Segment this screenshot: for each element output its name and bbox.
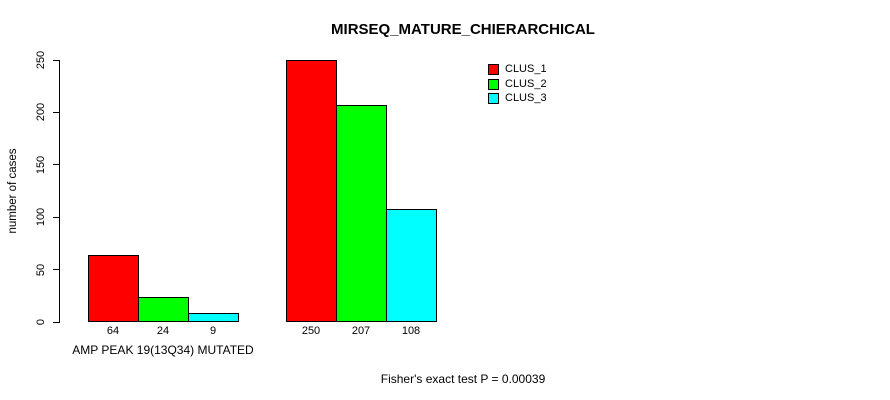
legend-swatch-clus_3 <box>488 93 499 104</box>
legend-swatch-clus_1 <box>488 64 499 75</box>
bar-clus_3-group1 <box>188 313 239 322</box>
y-tick-mark <box>53 321 59 323</box>
bar-clus_1-group1 <box>88 255 139 322</box>
y-tick-mark <box>53 59 59 61</box>
y-axis-line <box>59 60 60 323</box>
bar-value-label: 24 <box>156 325 170 337</box>
legend-label: CLUS_1 <box>505 63 547 75</box>
bar-value-label: 250 <box>301 325 321 337</box>
legend-swatch-clus_2 <box>488 78 499 90</box>
y-tick-mark <box>53 164 59 166</box>
bar-clus_2-group2 <box>336 105 387 322</box>
bar-value-label: 207 <box>351 325 371 337</box>
y-axis-label: number of cases <box>7 148 19 234</box>
y-tick-label: 0 <box>35 318 47 326</box>
y-tick-label: 50 <box>35 263 47 276</box>
group-label: AMP PEAK 19(13Q34) MUTATED <box>72 343 254 357</box>
y-tick-label: 150 <box>35 155 47 174</box>
legend-label: CLUS_2 <box>505 77 547 90</box>
y-tick-mark <box>53 269 59 271</box>
bar-value-label: 108 <box>401 325 421 337</box>
legend-label: CLUS_3 <box>505 92 547 104</box>
y-tick-label: 200 <box>35 103 47 122</box>
y-tick-label: 100 <box>35 208 47 227</box>
y-tick-mark <box>53 216 59 218</box>
bar-clus_1-group2 <box>286 60 337 322</box>
y-tick-mark <box>53 111 59 113</box>
bar-clus_2-group1 <box>138 297 189 322</box>
bar-value-label: 64 <box>106 325 120 337</box>
bar-clus_3-group2 <box>386 209 437 322</box>
y-tick-label: 250 <box>35 50 47 70</box>
bar-value-label: 9 <box>209 325 217 337</box>
stat-annotation: Fisher's exact test P = 0.00039 <box>380 372 546 386</box>
chart-title: MIRSEQ_MATURE_CHIERARCHICAL <box>331 21 595 38</box>
